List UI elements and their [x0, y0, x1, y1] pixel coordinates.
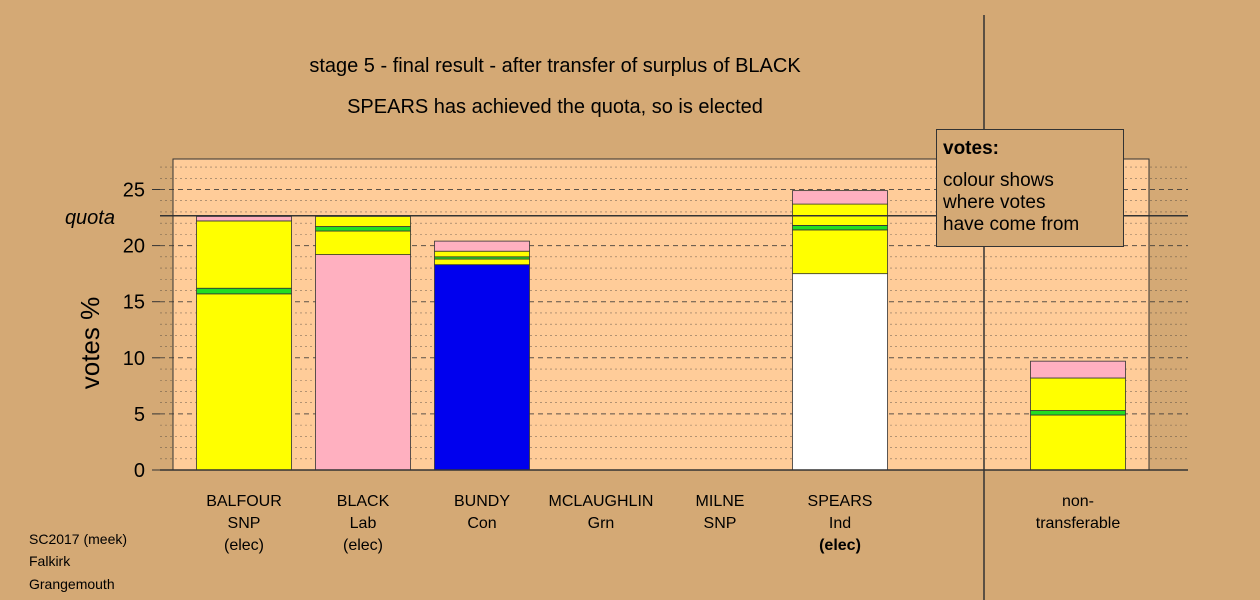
- candidate-party: Ind: [828, 515, 852, 532]
- bar-segment-snp: [434, 250, 530, 258]
- bar-segment-con: [434, 264, 530, 471]
- bar-segment-lab: [434, 240, 530, 252]
- bar-segment-snp: [1030, 377, 1126, 411]
- bar-segment-grn: [792, 225, 888, 231]
- footer-line: SC2017 (meek): [29, 531, 128, 547]
- candidate-name: BALFOUR: [206, 493, 282, 510]
- y-axis-label: votes %: [75, 297, 105, 390]
- candidate-party: SNP: [227, 515, 261, 532]
- candidate-name: non-: [1061, 493, 1095, 510]
- y-tick-label: 15: [123, 292, 145, 314]
- bar-segment-lab: [315, 254, 411, 471]
- y-tick-label: 0: [134, 460, 145, 482]
- candidate-name: SPEARS: [807, 493, 873, 510]
- footer-line: Falkirk: [29, 553, 71, 569]
- bar-segment-grn: [1030, 410, 1126, 416]
- bar-segment-snp: [792, 229, 888, 275]
- candidate-party: SNP: [703, 515, 737, 532]
- candidate-party: Grn: [587, 515, 615, 532]
- x-label-mclaughlin: MCLAUGHLIN Grn: [531, 491, 671, 535]
- x-label-spears: SPEARS Ind (elec): [770, 491, 910, 557]
- bar-segment-lab: [196, 216, 292, 222]
- candidate-status: (elec): [223, 537, 264, 554]
- bar-segment-grn: [196, 287, 292, 295]
- y-tick-label: 20: [123, 236, 145, 258]
- candidate-name: BLACK: [336, 493, 390, 510]
- bar-segment-snp: [315, 216, 411, 227]
- candidate-party: Con: [467, 515, 497, 532]
- bar-segment-lab: [1030, 360, 1126, 379]
- bar-segment-grn: [315, 226, 411, 232]
- x-label-non: non-transferable: [1008, 491, 1148, 535]
- legend-line: where votes: [943, 192, 1046, 213]
- y-tick-label: 25: [123, 180, 145, 202]
- candidate-party: transferable: [1035, 515, 1121, 532]
- x-label-balfour: BALFOUR SNP (elec): [174, 491, 314, 557]
- y-tick-label: 10: [123, 348, 145, 370]
- bar-segment-ind: [792, 273, 888, 471]
- candidate-status: (elec): [819, 537, 861, 554]
- x-label-bundy: BUNDY Con: [412, 491, 552, 535]
- candidate-party: Lab: [349, 515, 377, 532]
- candidate-name: MILNE: [695, 493, 745, 510]
- chart-subtitle: SPEARS has achieved the quota, so is ele…: [347, 96, 763, 118]
- chart-title: stage 5 - final result - after transfer …: [309, 55, 801, 77]
- bar-segment-snp: [434, 258, 530, 266]
- footer-line: Grangemouth: [29, 576, 115, 592]
- candidate-status: (elec): [342, 537, 383, 554]
- x-label-milne: MILNE SNP: [650, 491, 790, 535]
- x-label-black: BLACK Lab (elec): [293, 491, 433, 557]
- bar-segment-snp: [1030, 414, 1126, 471]
- bar-segment-snp: [196, 220, 292, 289]
- y-ticks: 0 5 10 15 20 25: [123, 180, 160, 482]
- legend-line: have come from: [943, 214, 1080, 235]
- bar-segment-snp: [792, 203, 888, 226]
- legend: votes: colour shows where votes have com…: [936, 129, 1124, 247]
- bar-segment-lab: [792, 190, 888, 205]
- y-tick-label: 5: [134, 404, 145, 426]
- bar-stacks: [196, 190, 1126, 471]
- candidate-name: BUNDY: [453, 493, 510, 510]
- legend-title: votes:: [943, 138, 999, 159]
- legend-line: colour shows: [943, 170, 1054, 191]
- candidate-name: MCLAUGHLIN: [548, 493, 654, 510]
- bar-segment-snp: [315, 230, 411, 255]
- bar-segment-snp: [196, 293, 292, 471]
- quota-label: quota: [65, 207, 115, 229]
